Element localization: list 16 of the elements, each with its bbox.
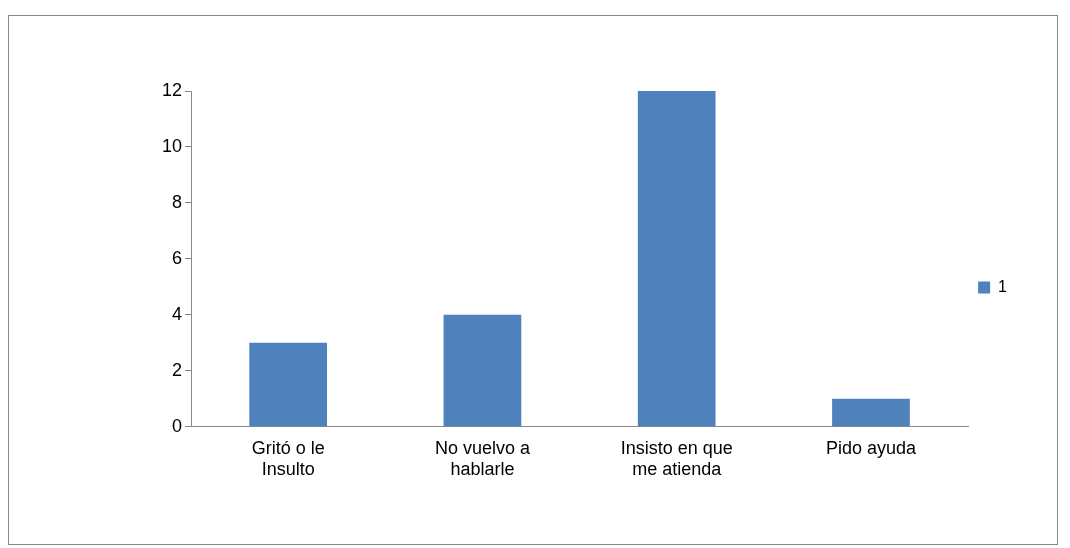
- y-tick-label: 12: [161, 79, 183, 100]
- x-tick-label: Pido ayuda: [825, 437, 917, 458]
- y-tick-label: 4: [172, 303, 183, 324]
- x-tick-label: No vuelvo a hablarle: [434, 437, 531, 480]
- bar: [443, 314, 522, 427]
- bar: [832, 398, 910, 427]
- x-tick-label: Insisto en que me atienda: [620, 437, 733, 480]
- y-tick-label: 8: [172, 191, 183, 212]
- y-tick-label: 6: [172, 247, 183, 268]
- y-tick-label: 0: [172, 415, 183, 436]
- bar: [249, 342, 328, 427]
- bar: [637, 91, 716, 427]
- legend-label: 1: [998, 277, 1008, 295]
- x-tick-label: Gritó o le Insulto: [251, 437, 325, 480]
- y-tick-label: 2: [172, 359, 183, 380]
- y-tick-label: 10: [161, 135, 183, 156]
